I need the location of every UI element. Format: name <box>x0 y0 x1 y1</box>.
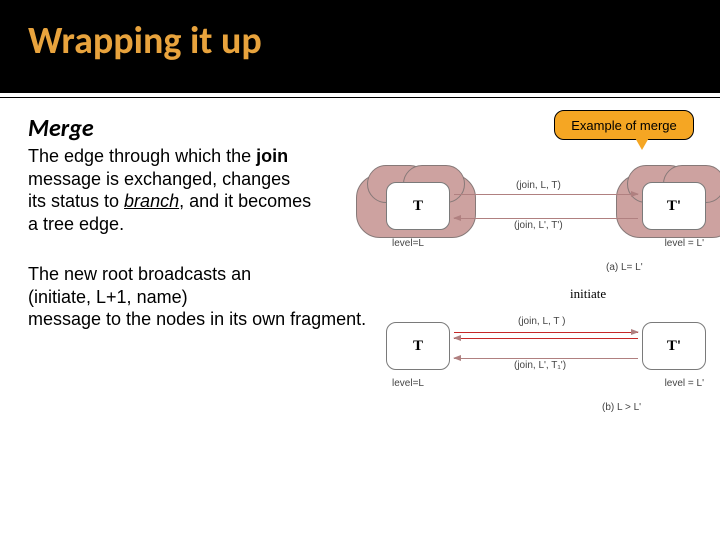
level-right: level = L' <box>665 238 704 249</box>
right-column: Example of merge T T' (join, L, T) (join… <box>380 114 710 359</box>
content: Merge The edge through which the join me… <box>0 98 720 359</box>
arrow-initiate-right <box>454 332 638 333</box>
text: message to the nodes in its own fragment… <box>28 309 366 329</box>
arrow-join-left-b <box>454 358 638 359</box>
merge-paragraph-1: The edge through which the join message … <box>28 145 380 235</box>
page-title: Wrapping it up <box>28 18 720 64</box>
arrow-label-top: (join, L, T) <box>516 180 561 191</box>
node-t: T <box>386 182 450 230</box>
join-keyword: join <box>256 146 288 166</box>
example-callout: Example of merge <box>554 110 694 140</box>
callout-tail-icon <box>634 136 650 150</box>
initiate-label: initiate <box>570 286 606 302</box>
level-left-b: level=L <box>392 378 424 389</box>
text: a tree edge. <box>28 214 124 234</box>
left-column: Merge The edge through which the join me… <box>28 114 380 359</box>
node-t-prime: T' <box>642 182 706 230</box>
merge-subhead: Merge <box>28 114 380 143</box>
arrow-initiate-left <box>454 338 638 339</box>
arrow-join-right <box>454 194 638 195</box>
level-left: level=L <box>392 238 424 249</box>
callout-text: Example of merge <box>571 118 677 133</box>
text: The edge through which the <box>28 146 256 166</box>
merge-paragraph-2: The new root broadcasts an (initiate, L+… <box>28 263 380 331</box>
arrow-label-bottom-b: (join, L', T₁') <box>514 360 566 371</box>
panel-label-b: (b) L > L' <box>602 402 641 413</box>
node-t: T <box>386 322 450 370</box>
arrow-join-left <box>454 218 638 219</box>
text: The new root broadcasts an <box>28 264 251 284</box>
initiate-msg: (initiate, L+1, name) <box>28 287 188 307</box>
text: its status to <box>28 191 124 211</box>
level-right-b: level = L' <box>665 378 704 389</box>
arrow-label-bottom: (join, L', T') <box>514 220 563 231</box>
branch-keyword: branch <box>124 191 179 211</box>
text: message is exchanged, changes <box>28 169 290 189</box>
text: , and it becomes <box>179 191 311 211</box>
node-t-prime: T' <box>642 322 706 370</box>
panel-label-a: (a) L= L' <box>606 262 643 273</box>
arrow-label-top-b: (join, L, T ) <box>518 316 565 327</box>
header-bar: Wrapping it up <box>0 0 720 92</box>
